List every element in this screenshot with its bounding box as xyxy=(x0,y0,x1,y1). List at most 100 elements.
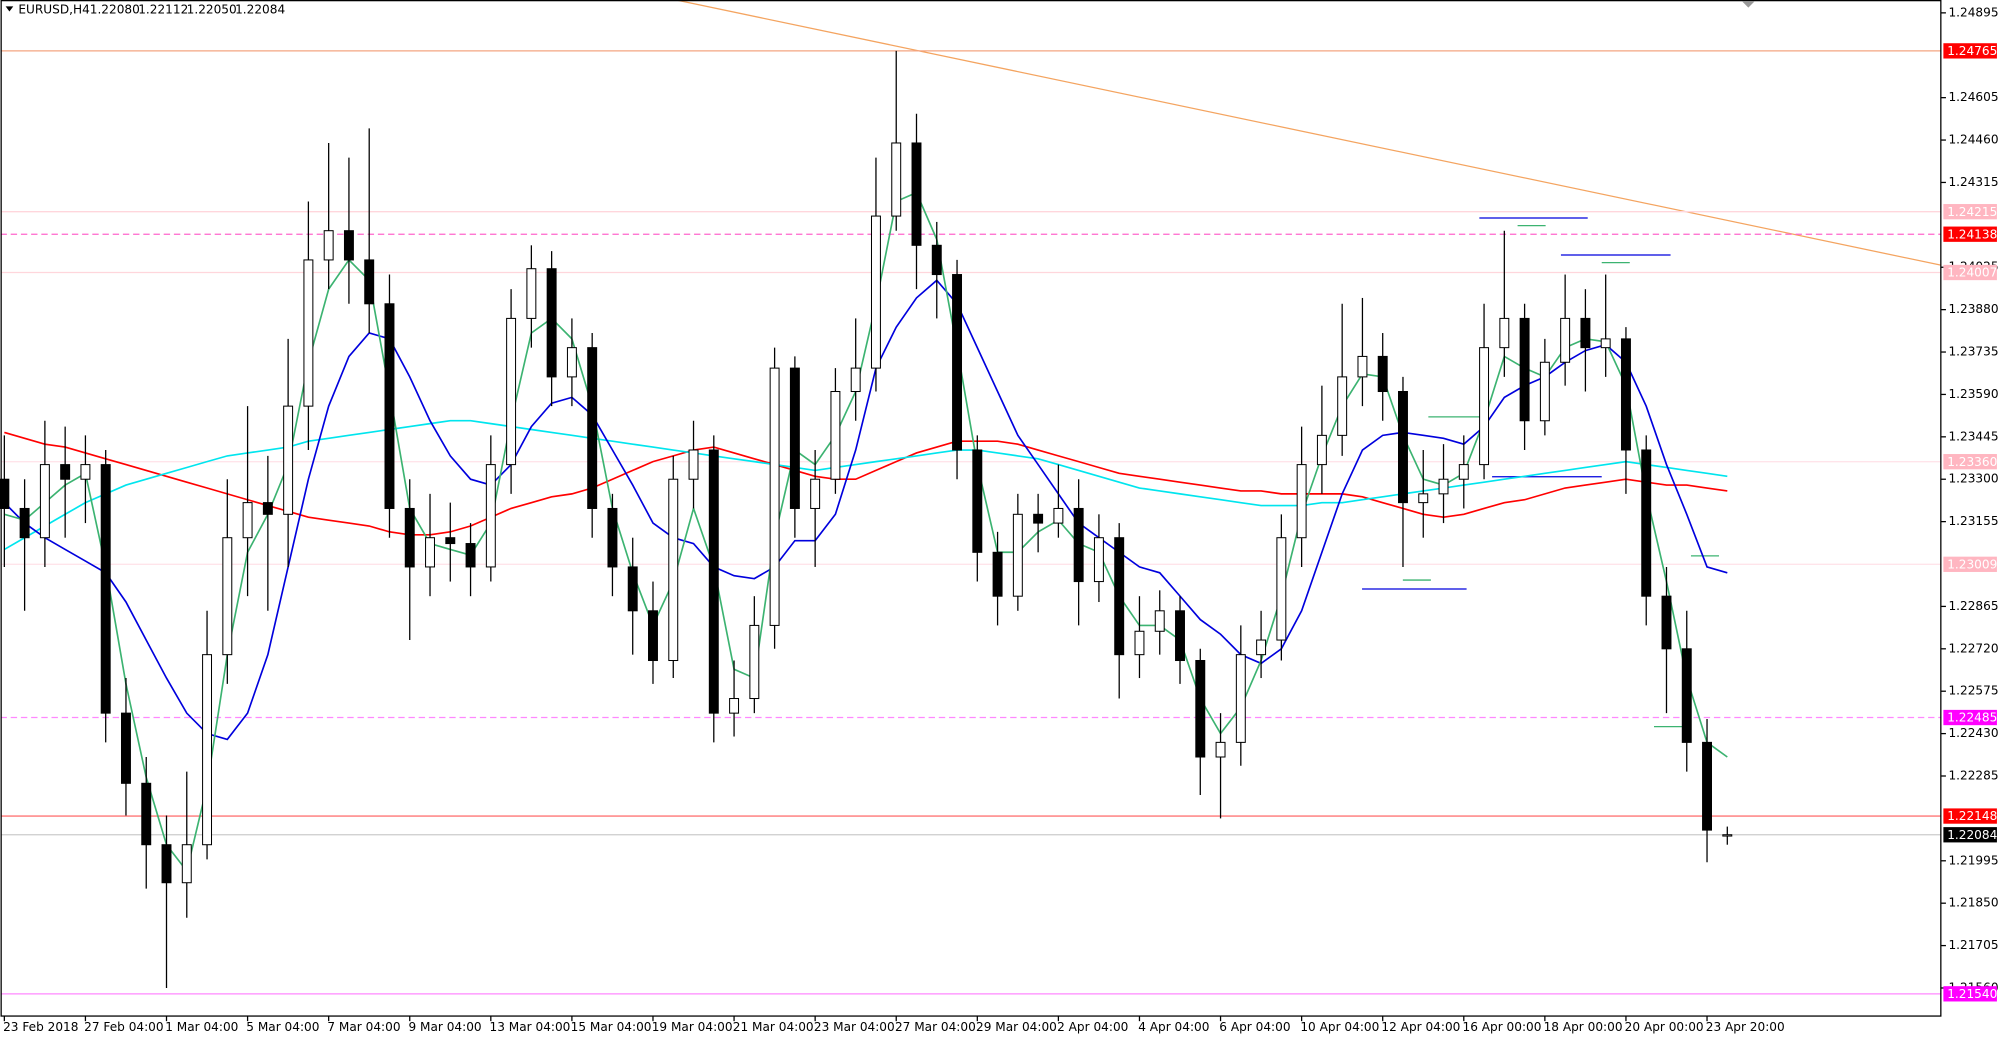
price-label-box xyxy=(1943,827,1997,843)
candle-body xyxy=(1722,834,1733,837)
x-tick-label: 29 Mar 04:00 xyxy=(976,1020,1057,1034)
x-tick-label: 13 Mar 04:00 xyxy=(490,1020,571,1034)
candle-body xyxy=(1175,610,1185,662)
candle-body xyxy=(100,464,111,714)
candle-body xyxy=(1479,347,1490,466)
price-label-box xyxy=(1943,226,1997,242)
candle-body xyxy=(283,405,294,515)
candle-body xyxy=(1600,338,1611,349)
candle-body xyxy=(1053,507,1064,524)
candle-body xyxy=(80,464,91,480)
candle-body xyxy=(445,537,456,545)
candle-body xyxy=(1580,317,1591,349)
y-tick-label: 1.23155 xyxy=(1948,514,1998,528)
x-tick-label: 27 Feb 04:00 xyxy=(84,1020,163,1034)
candle-body xyxy=(1093,537,1104,583)
candle-body xyxy=(1357,355,1368,378)
candle-body xyxy=(911,142,922,246)
candle-body xyxy=(627,566,638,612)
high-label: 1.22112 xyxy=(138,3,188,17)
y-tick-label: 1.23590 xyxy=(1948,387,1998,401)
candle-body xyxy=(1134,630,1145,656)
x-tick-label: 7 Mar 04:00 xyxy=(327,1020,400,1034)
candle-body xyxy=(931,244,942,276)
levels xyxy=(0,50,1941,995)
y-tick-label: 1.22720 xyxy=(1948,641,1998,655)
candle-body xyxy=(384,303,395,509)
x-tick-label: 19 Mar 04:00 xyxy=(652,1020,733,1034)
candle-body xyxy=(749,624,760,700)
candle-body xyxy=(1702,741,1713,831)
candle-body xyxy=(870,215,881,369)
x-tick-label: 5 Mar 04:00 xyxy=(246,1020,319,1034)
price-label-box xyxy=(1943,454,1997,470)
candle-body xyxy=(1033,513,1044,524)
candle-body xyxy=(1641,449,1652,597)
candle-body xyxy=(222,537,233,656)
x-tick-label: 15 Mar 04:00 xyxy=(571,1020,652,1034)
candle-body xyxy=(810,478,821,509)
x-tick-label: 2 Apr 04:00 xyxy=(1057,1020,1128,1034)
price-label-box xyxy=(1943,264,1997,281)
price-label-box xyxy=(1943,204,1997,220)
x-tick-label: 4 Apr 04:00 xyxy=(1138,1020,1209,1034)
candle-body xyxy=(262,502,273,515)
candle-body xyxy=(1235,654,1246,743)
price-label: 1.24765 xyxy=(1947,44,1997,58)
candle-body xyxy=(202,654,213,846)
fib-segments xyxy=(1362,217,1720,728)
candle-body xyxy=(1114,537,1125,656)
y-tick-label: 1.21995 xyxy=(1948,853,1998,867)
candle-body xyxy=(323,230,334,261)
y-tick-label: 1.23445 xyxy=(1948,429,1998,443)
candle-body xyxy=(668,478,679,662)
open-label: 1.22080 xyxy=(90,3,140,17)
x-tick-label: 20 Apr 00:00 xyxy=(1625,1020,1704,1034)
x-tick-label: 16 Apr 00:00 xyxy=(1463,1020,1542,1034)
close-label: 1.22084 xyxy=(235,3,285,17)
candle-body xyxy=(0,478,10,509)
y-tick-label: 1.24460 xyxy=(1948,133,1998,147)
price-label-box xyxy=(1943,556,1997,572)
moving-average xyxy=(3,279,1728,741)
candle-body xyxy=(891,142,902,217)
candle-body xyxy=(1154,610,1165,632)
price-label: 1.22084 xyxy=(1947,828,1997,842)
candle-body xyxy=(1316,434,1327,466)
candle-body xyxy=(729,698,740,714)
price-label: 1.23009 xyxy=(1947,557,1997,571)
x-tick-label: 23 Feb 2018 xyxy=(3,1020,78,1034)
candle-body xyxy=(526,268,537,319)
x-tick-label: 9 Mar 04:00 xyxy=(408,1020,481,1034)
candle-body xyxy=(141,782,152,846)
candle-body xyxy=(952,274,963,451)
candle-body xyxy=(1519,317,1530,422)
candle-body xyxy=(1012,513,1023,597)
candle-body xyxy=(972,449,983,553)
candle-body xyxy=(1560,317,1571,363)
candle-body xyxy=(1681,648,1692,743)
candle-body xyxy=(60,464,71,480)
candle-body xyxy=(708,449,719,714)
menu-arrow[interactable] xyxy=(5,6,14,12)
candle-body xyxy=(1256,639,1267,656)
y-tick-label: 1.21705 xyxy=(1948,938,1998,952)
candle-body xyxy=(769,367,780,626)
y-tick-label: 1.23300 xyxy=(1948,472,1998,486)
shift-marker xyxy=(1741,1,1755,8)
candle-body xyxy=(506,317,517,466)
candle-body xyxy=(1073,507,1084,583)
candle-body xyxy=(1661,595,1672,650)
candle-body xyxy=(1458,464,1469,480)
candle-body xyxy=(688,449,699,480)
candle-body xyxy=(1296,464,1307,539)
x-tick-label: 1 Mar 04:00 xyxy=(165,1020,238,1034)
candle-body xyxy=(465,543,476,568)
price-label: 1.22148 xyxy=(1947,809,1997,823)
candle-body xyxy=(587,347,598,509)
price-label-box xyxy=(1943,709,1997,726)
x-tick-label: 27 Mar 04:00 xyxy=(895,1020,976,1034)
candle-body xyxy=(1195,659,1206,758)
